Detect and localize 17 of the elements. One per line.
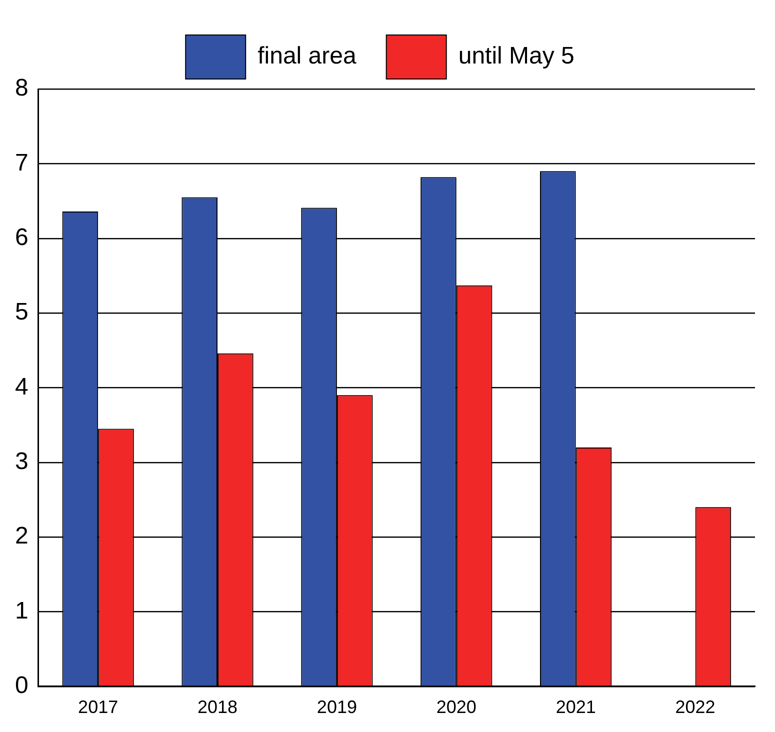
legend-label: final area: [258, 42, 357, 70]
x-tick-label: 2022: [675, 697, 716, 718]
legend-label: until May 5: [458, 42, 574, 70]
y-tick-label: 4: [14, 373, 28, 400]
y-tick-label: 1: [14, 597, 28, 624]
x-tick-label: 2020: [436, 697, 476, 718]
x-tick-label: 2021: [556, 697, 596, 718]
x-tick-label: 2017: [78, 697, 118, 718]
x-tick-label: 2019: [316, 697, 357, 718]
y-tick-label: 2: [14, 522, 28, 550]
y-tick-label: 5: [14, 298, 28, 326]
y-tick-label: 7: [14, 149, 28, 176]
x-tick-label: 2018: [197, 697, 238, 718]
y-tick-label: 6: [14, 224, 28, 251]
y-tick-label: 8: [14, 74, 28, 102]
y-tick-label: 3: [14, 448, 28, 475]
y-tick-label: 0: [14, 672, 28, 700]
